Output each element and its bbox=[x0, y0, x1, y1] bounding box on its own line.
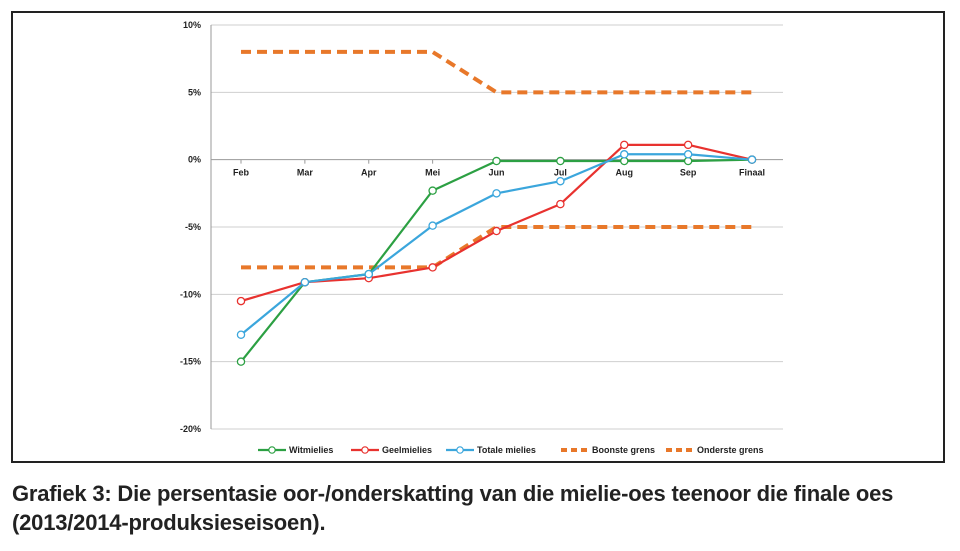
data-point bbox=[620, 140, 629, 150]
series-line bbox=[241, 49, 752, 95]
legend-label: Onderste grens bbox=[697, 445, 764, 455]
legend-label: Witmielies bbox=[289, 445, 333, 455]
x-tick-label: Jun bbox=[488, 168, 504, 178]
chart-frame: 10% 5% 0% -5% -10% -15% -20% Feb Mar Apr Mei Jun Jul… bbox=[11, 11, 945, 463]
data-point bbox=[236, 357, 246, 366]
x-tick-label: Mei bbox=[425, 168, 440, 178]
legend-marker bbox=[456, 446, 464, 454]
line-chart: 10% 5% 0% -5% -10% -15% -20% Feb Mar Apr Mei Jun Jul… bbox=[180, 20, 783, 455]
data-point bbox=[747, 155, 757, 164]
legend-marker bbox=[268, 446, 276, 454]
data-point bbox=[428, 221, 437, 230]
x-tick-label: Feb bbox=[233, 168, 250, 178]
data-point bbox=[428, 263, 437, 272]
legend-label: Totale mielies bbox=[477, 445, 536, 455]
data-point bbox=[620, 150, 629, 159]
data-point bbox=[300, 277, 310, 287]
legend-label: Geelmielies bbox=[382, 445, 432, 455]
series-lines bbox=[236, 49, 757, 366]
chart-caption: Grafiek 3: Die persentasie oor-/onderska… bbox=[12, 481, 894, 535]
x-tick-label: Finaal bbox=[739, 168, 765, 178]
y-tick-label: -10% bbox=[180, 289, 201, 299]
y-tick-label: 5% bbox=[188, 87, 201, 97]
data-point bbox=[556, 199, 565, 209]
y-tick-label: -5% bbox=[185, 222, 201, 232]
data-point bbox=[236, 330, 246, 339]
x-tick-label: Jul bbox=[554, 168, 567, 178]
series-line bbox=[241, 225, 752, 270]
data-point bbox=[492, 156, 501, 166]
y-tick-label: 10% bbox=[183, 20, 201, 30]
legend: Witmielies Geelmielies Totale mielies Boons… bbox=[258, 445, 764, 455]
x-tick-label: Mar bbox=[297, 168, 314, 178]
data-point bbox=[683, 150, 693, 159]
y-tick-label: 0% bbox=[188, 155, 201, 165]
data-point bbox=[556, 176, 565, 186]
x-tick-label: Sep bbox=[680, 168, 697, 178]
data-point bbox=[428, 186, 437, 195]
y-tick-label: -15% bbox=[180, 357, 201, 367]
legend-label: Boonste grens bbox=[592, 445, 655, 455]
y-tick-label: -20% bbox=[180, 424, 201, 434]
data-point bbox=[492, 189, 501, 198]
series-line bbox=[240, 153, 753, 336]
legend-marker bbox=[361, 446, 369, 454]
data-point bbox=[492, 226, 501, 236]
data-point bbox=[364, 269, 373, 279]
x-tick-label: Aug bbox=[616, 168, 634, 178]
data-point bbox=[683, 140, 693, 150]
x-tick-label: Apr bbox=[361, 168, 377, 178]
data-point bbox=[556, 156, 565, 166]
data-point bbox=[236, 296, 246, 306]
